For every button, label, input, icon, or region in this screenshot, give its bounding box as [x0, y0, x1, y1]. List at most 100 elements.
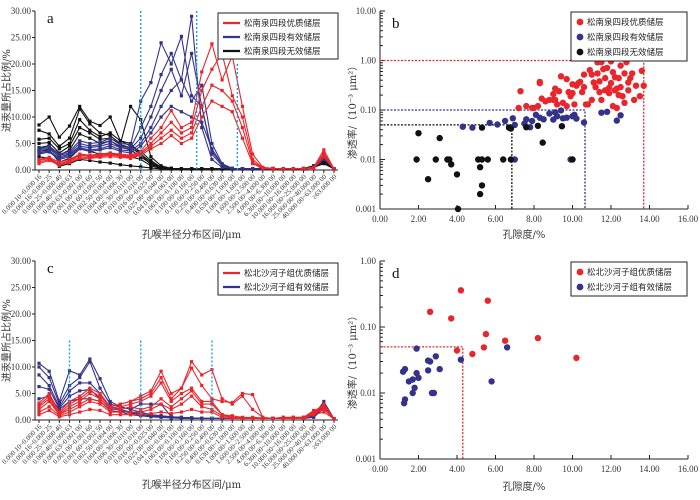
data-point-blue — [159, 115, 163, 119]
scatter-point-red — [534, 102, 542, 110]
data-point-blue — [139, 136, 143, 140]
data-point-red — [88, 397, 92, 401]
data-point-blue — [230, 166, 234, 171]
data-point-red — [210, 83, 214, 87]
data-point-red — [230, 99, 234, 103]
scatter-point-blue — [528, 117, 536, 125]
data-point-red — [149, 394, 153, 398]
panel-letter: d — [392, 266, 400, 282]
data-point-red — [281, 167, 285, 171]
legend-box — [570, 11, 688, 62]
scatter-point-blue — [459, 123, 466, 130]
scatter-point-black — [558, 123, 566, 130]
data-point-red — [189, 360, 194, 364]
data-point-blue — [159, 88, 163, 93]
scatter-point-red — [469, 350, 476, 358]
data-point-blue — [78, 389, 82, 393]
data-point-red — [210, 402, 214, 406]
data-point-red — [98, 397, 102, 401]
data-point-red — [251, 157, 255, 161]
x-tick-label: 6.00 — [488, 464, 504, 474]
data-point-red — [78, 399, 82, 404]
y-tick-label: 0.01 — [360, 388, 376, 398]
data-point-red — [149, 147, 153, 151]
data-point-red — [251, 407, 255, 411]
data-point-red — [47, 405, 51, 409]
data-point-red — [159, 402, 163, 406]
data-point-red — [189, 366, 194, 370]
data-point-red — [179, 386, 184, 390]
data-point-black — [108, 115, 112, 119]
data-point-red — [128, 399, 133, 404]
data-point-red — [108, 407, 112, 411]
data-point-red — [240, 391, 245, 396]
scatter-point-blue — [424, 367, 432, 374]
data-point-blue — [189, 416, 194, 421]
data-point-red — [179, 141, 184, 146]
data-point-red — [230, 400, 234, 405]
scatter-point-blue — [580, 119, 588, 126]
panel-d-scatter-chart: 0.001 0.01 0.10 1.00 0.00 2.00 4.00 6.00 8.00 10.… — [346, 256, 699, 493]
legend-marker-red — [576, 18, 584, 26]
scatter-point-blue — [486, 119, 493, 127]
data-point-blue — [149, 115, 153, 119]
data-point-red — [88, 407, 92, 411]
scatter-point-red — [563, 102, 570, 110]
data-point-blue — [78, 139, 82, 143]
scatter-point-red — [580, 83, 588, 91]
panel-letter: c — [47, 261, 54, 277]
data-point-red — [88, 156, 92, 160]
data-point-blue — [78, 141, 82, 146]
data-point-red — [179, 126, 184, 130]
scatter-point-black — [478, 124, 486, 131]
data-point-red — [78, 405, 82, 409]
y-tick-label: 1.00 — [360, 56, 376, 66]
scatter-point-blue — [540, 116, 547, 123]
data-point-blue — [37, 365, 41, 369]
data-point-blue — [149, 80, 153, 85]
y-tick-label: 5.00 — [15, 139, 31, 149]
data-point-red — [200, 410, 204, 414]
scatter-point-red — [638, 67, 645, 75]
data-point-red — [88, 386, 92, 390]
data-point-blue — [179, 78, 184, 82]
scatter-point-blue — [409, 389, 416, 397]
data-point-red — [251, 162, 255, 166]
data-point-blue — [67, 389, 72, 393]
data-point-black — [67, 144, 72, 148]
data-point-red — [169, 391, 173, 396]
scatter-point-black — [436, 134, 443, 142]
scatter-point-black — [448, 161, 455, 168]
x-tick-label: 0.00 — [372, 464, 388, 474]
data-point-red — [159, 381, 163, 385]
y-tick-label: 25.00 — [11, 283, 32, 293]
data-point-blue — [139, 402, 143, 406]
scatter-point-red — [580, 71, 588, 78]
scatter-point-red — [617, 62, 624, 69]
data-point-blue — [189, 14, 194, 18]
data-point-black — [78, 107, 82, 111]
data-point-black — [88, 119, 92, 123]
scatter-point-black — [432, 156, 439, 163]
data-point-red — [332, 417, 336, 421]
scatter-point-red — [457, 287, 465, 294]
data-point-black — [67, 136, 72, 140]
data-point-blue — [37, 397, 41, 401]
scatter-point-blue — [523, 116, 530, 123]
data-point-blue — [98, 140, 102, 145]
data-point-blue — [118, 141, 122, 146]
data-point-red — [220, 88, 224, 93]
data-point-blue — [149, 126, 153, 130]
data-point-red — [78, 156, 82, 160]
data-point-blue — [47, 376, 51, 380]
data-point-black — [88, 158, 92, 163]
x-axis-title: 孔隙度/% — [503, 480, 546, 493]
data-point-black — [139, 165, 143, 169]
data-point-red — [78, 394, 82, 398]
data-point-red — [312, 413, 316, 417]
data-point-red — [67, 413, 72, 417]
data-point-blue — [128, 147, 133, 151]
data-point-blue — [108, 146, 112, 150]
data-point-black — [98, 131, 102, 135]
data-point-red — [149, 136, 153, 140]
